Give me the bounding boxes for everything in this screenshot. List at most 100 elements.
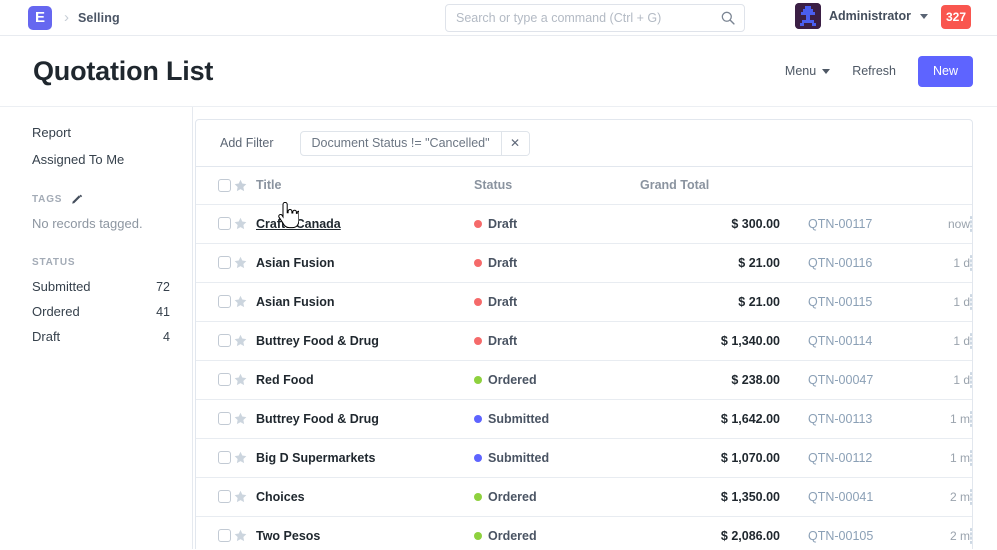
row-id-cell: QTN-00116: [780, 243, 912, 283]
sidebar: Report Assigned To Me TAGS No records ta…: [0, 107, 193, 549]
assign-placeholder[interactable]: [970, 527, 972, 544]
row-star-cell: [234, 204, 256, 244]
row-select-cell: [196, 321, 234, 361]
row-status-cell: Submitted: [474, 438, 640, 478]
row-title-link[interactable]: Asian Fusion: [256, 255, 335, 270]
sidebar-status-ordered[interactable]: Ordered 41: [32, 304, 170, 319]
star-icon[interactable]: [234, 295, 247, 308]
add-filter-button[interactable]: Add Filter: [220, 136, 274, 150]
row-title-link[interactable]: Choices: [256, 489, 305, 504]
row-status-cell: Draft: [474, 282, 640, 322]
star-icon[interactable]: [234, 217, 247, 230]
pencil-icon[interactable]: [71, 193, 83, 205]
row-modified-cell: 1 d: [912, 282, 970, 322]
row-checkbox[interactable]: [218, 295, 231, 308]
sidebar-item-assigned-to-me[interactable]: Assigned To Me: [32, 152, 125, 167]
column-status[interactable]: Status: [474, 167, 640, 205]
close-icon[interactable]: ✕: [501, 131, 529, 155]
row-id-link[interactable]: QTN-00114: [808, 333, 873, 348]
menu-button[interactable]: Menu: [785, 64, 831, 78]
row-id-link[interactable]: QTN-00105: [808, 528, 874, 543]
row-assigned-cell: [970, 360, 972, 400]
page-title: Quotation List: [33, 55, 214, 86]
new-button[interactable]: New: [917, 55, 973, 87]
notification-badge[interactable]: 327: [941, 5, 972, 29]
row-title-cell: Big D Supermarkets: [256, 438, 474, 478]
row-assigned-cell: [970, 516, 972, 549]
status-count: 72: [156, 279, 170, 294]
row-title-cell: Asian Fusion: [256, 282, 474, 322]
row-modified-cell: 1 d: [912, 360, 970, 400]
row-modified-label: now: [947, 216, 970, 231]
row-grand-total: $ 1,340.00: [720, 333, 780, 348]
sidebar-status-draft[interactable]: Draft 4: [32, 329, 170, 344]
row-id-link[interactable]: QTN-00116: [808, 255, 873, 270]
row-checkbox[interactable]: [218, 334, 231, 347]
row-title-link[interactable]: Red Food: [256, 372, 314, 387]
breadcrumb-separator-icon: ›: [64, 9, 69, 26]
refresh-button[interactable]: Refresh: [852, 64, 896, 78]
status-badge: Ordered: [488, 489, 537, 504]
filter-bar: Add Filter Document Status != "Cancelled…: [196, 120, 972, 167]
row-id-link[interactable]: QTN-00115: [808, 294, 873, 309]
star-icon[interactable]: [234, 373, 247, 386]
row-assigned-cell: [970, 243, 972, 283]
page-actions: Menu Refresh New: [785, 55, 973, 87]
tags-empty-text: No records tagged.: [32, 216, 143, 231]
row-star-cell: [234, 516, 256, 549]
sidebar-status-submitted[interactable]: Submitted 72: [32, 279, 170, 294]
row-id-link[interactable]: QTN-00041: [808, 489, 874, 504]
assign-placeholder[interactable]: [970, 488, 972, 505]
assign-placeholder[interactable]: [970, 293, 972, 310]
sidebar-item-report[interactable]: Report: [32, 125, 72, 140]
row-checkbox[interactable]: [218, 256, 231, 269]
select-all-checkbox[interactable]: [218, 178, 231, 192]
status-label: Submitted: [32, 279, 91, 294]
row-star-cell: [234, 321, 256, 361]
row-checkbox[interactable]: [218, 373, 231, 386]
column-title[interactable]: Title: [256, 167, 474, 205]
star-icon[interactable]: [234, 256, 247, 269]
sidebar-tags-section: TAGS No records tagged.: [32, 193, 192, 232]
app-logo[interactable]: E: [28, 5, 52, 30]
row-checkbox[interactable]: [218, 451, 231, 464]
row-title-link[interactable]: Buttrey Food & Drug: [256, 411, 379, 426]
assign-placeholder[interactable]: [970, 449, 972, 466]
star-icon[interactable]: [234, 529, 247, 542]
row-title-link[interactable]: Buttrey Food & Drug: [256, 333, 379, 348]
row-id-link[interactable]: QTN-00047: [808, 372, 874, 387]
row-checkbox[interactable]: [218, 412, 231, 425]
row-id-link[interactable]: QTN-00113: [808, 411, 873, 426]
row-id-link[interactable]: QTN-00117: [808, 216, 873, 231]
row-checkbox[interactable]: [218, 217, 231, 230]
active-filter-label[interactable]: Document Status != "Cancelled": [301, 131, 502, 155]
assign-placeholder[interactable]: [970, 215, 972, 232]
row-title-link[interactable]: Asian Fusion: [256, 294, 335, 309]
assign-placeholder[interactable]: [970, 332, 972, 349]
row-modified-cell: 2 m: [912, 516, 970, 549]
column-grand-total[interactable]: Grand Total: [640, 167, 780, 205]
row-title-link[interactable]: Crafts Canada: [256, 216, 341, 231]
row-id-link[interactable]: QTN-00112: [808, 450, 873, 465]
assign-placeholder[interactable]: [970, 254, 972, 271]
star-icon[interactable]: [234, 334, 247, 347]
breadcrumb-selling[interactable]: Selling: [78, 10, 120, 25]
row-title-link[interactable]: Big D Supermarkets: [256, 450, 376, 465]
assign-placeholder[interactable]: [970, 410, 972, 427]
star-icon[interactable]: [234, 490, 247, 503]
row-checkbox[interactable]: [218, 529, 231, 542]
star-icon[interactable]: [234, 179, 247, 192]
star-icon[interactable]: [234, 451, 247, 464]
assign-placeholder[interactable]: [970, 371, 972, 388]
search-input[interactable]: [445, 4, 745, 32]
star-icon[interactable]: [234, 412, 247, 425]
row-id-cell: QTN-00047: [780, 360, 912, 400]
user-menu[interactable]: Administrator: [795, 3, 928, 29]
row-title-link[interactable]: Two Pesos: [256, 528, 321, 543]
row-grand-total: $ 2,086.00: [720, 528, 780, 543]
star-header: [234, 167, 256, 205]
row-grand-total: $ 300.00: [731, 216, 780, 231]
row-checkbox[interactable]: [218, 490, 231, 503]
